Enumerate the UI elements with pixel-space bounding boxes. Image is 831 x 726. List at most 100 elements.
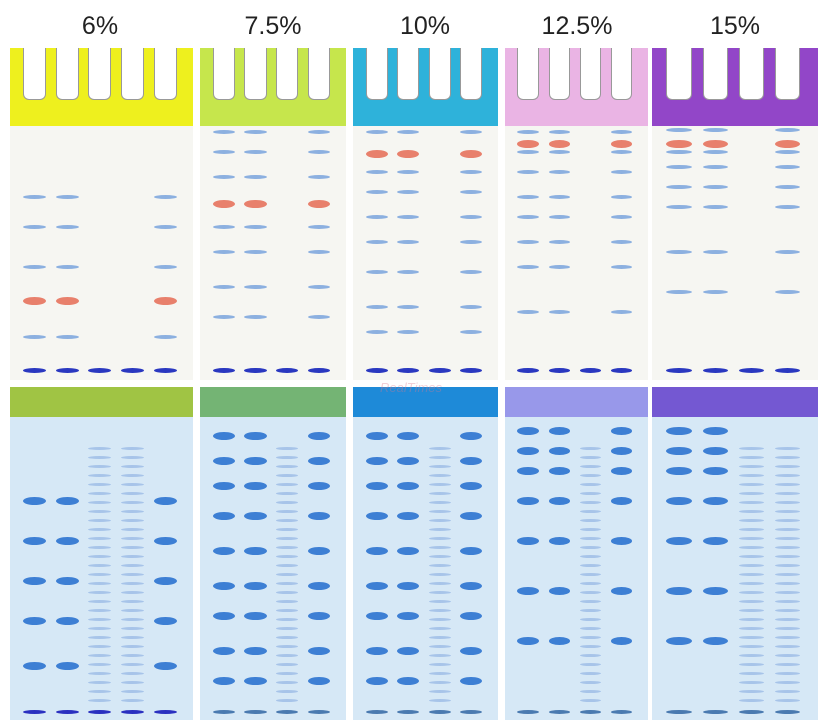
dye-front <box>23 368 46 373</box>
protein-band <box>610 427 633 435</box>
dye-front <box>428 368 451 373</box>
marker-band <box>153 335 177 339</box>
protein-band <box>276 618 299 621</box>
dye-front <box>579 368 602 373</box>
protein-band <box>276 447 299 450</box>
dye-front <box>88 368 112 373</box>
protein-band <box>610 587 633 595</box>
protein-band <box>88 465 112 468</box>
protein-band <box>774 600 800 603</box>
gel-well <box>548 48 571 100</box>
protein-band <box>428 663 451 666</box>
protein-band <box>517 497 540 505</box>
marker-band <box>548 130 571 134</box>
protein-band <box>428 564 451 567</box>
dye-front <box>738 710 764 714</box>
marker-band <box>548 150 571 154</box>
protein-band <box>774 582 800 585</box>
protein-band <box>774 456 800 459</box>
protein-band <box>121 609 144 612</box>
protein-band <box>88 645 112 648</box>
protein-band <box>579 501 602 504</box>
dye-front <box>738 368 764 373</box>
protein-band <box>121 618 144 621</box>
protein-band <box>738 564 764 567</box>
protein-band <box>88 555 112 558</box>
marker-band <box>397 190 420 194</box>
protein-band <box>244 677 267 685</box>
dye-front <box>153 368 177 373</box>
protein-band <box>774 699 800 702</box>
marker-band <box>666 128 692 132</box>
marker-band <box>212 175 235 179</box>
protein-band <box>55 537 79 545</box>
gel-header <box>353 387 498 417</box>
dye-front <box>212 710 235 714</box>
dye-front <box>666 710 692 714</box>
protein-band <box>579 699 602 702</box>
protein-band <box>307 612 331 620</box>
protein-band <box>738 699 764 702</box>
marker-band <box>153 195 177 199</box>
protein-band <box>579 591 602 594</box>
dye-front <box>212 368 235 373</box>
marker-band <box>548 265 571 269</box>
dye-front <box>23 710 46 714</box>
protein-band <box>365 647 388 655</box>
marker-band <box>774 185 800 189</box>
marker-band <box>610 140 633 148</box>
marker-band <box>666 250 692 254</box>
protein-band <box>666 467 692 475</box>
protein-band <box>610 537 633 545</box>
marker-band <box>23 225 46 229</box>
dye-front <box>365 368 388 373</box>
protein-band <box>738 492 764 495</box>
protein-band <box>121 591 144 594</box>
protein-band <box>121 636 144 639</box>
protein-band <box>428 492 451 495</box>
gel-well <box>460 48 483 100</box>
protein-band <box>244 457 267 465</box>
marker-band <box>702 150 728 154</box>
protein-band <box>365 457 388 465</box>
protein-band <box>738 519 764 522</box>
dye-front <box>55 710 79 714</box>
protein-band <box>738 510 764 513</box>
protein-band <box>428 672 451 675</box>
marker-band <box>666 150 692 154</box>
marker-band <box>397 130 420 134</box>
protein-band <box>428 645 451 648</box>
protein-band <box>579 546 602 549</box>
protein-band <box>153 497 177 505</box>
gel-well <box>365 48 388 100</box>
dye-front <box>579 710 602 714</box>
marker-band <box>517 240 540 244</box>
marker-band <box>517 310 540 314</box>
protein-band <box>428 609 451 612</box>
protein-band <box>548 427 571 435</box>
protein-band <box>738 690 764 693</box>
protein-band <box>460 432 483 440</box>
protein-band <box>121 483 144 486</box>
protein-band <box>774 690 800 693</box>
protein-band <box>774 609 800 612</box>
marker-band <box>517 215 540 219</box>
protein-band <box>121 546 144 549</box>
protein-band <box>517 427 540 435</box>
protein-band <box>397 432 420 440</box>
dye-front <box>610 368 633 373</box>
protein-band <box>276 573 299 576</box>
protein-band <box>579 636 602 639</box>
protein-band <box>579 627 602 630</box>
marker-band <box>702 290 728 294</box>
protein-band <box>579 573 602 576</box>
protein-band <box>428 528 451 531</box>
protein-band <box>738 645 764 648</box>
protein-band <box>428 636 451 639</box>
marker-band <box>397 240 420 244</box>
protein-band <box>774 627 800 630</box>
protein-band <box>397 612 420 620</box>
protein-band <box>579 474 602 477</box>
marker-band <box>702 205 728 209</box>
marker-band <box>397 305 420 309</box>
